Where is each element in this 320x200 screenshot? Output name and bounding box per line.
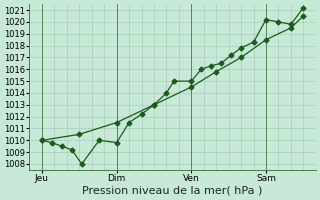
X-axis label: Pression niveau de la mer( hPa ): Pression niveau de la mer( hPa ) (83, 186, 263, 196)
